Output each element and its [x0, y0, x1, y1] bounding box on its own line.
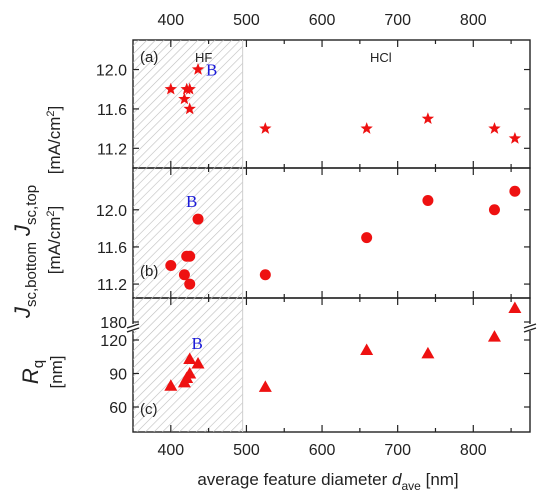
bottom-x-tick-labels: 400 500 600 700 800 [157, 442, 486, 459]
y-axis-unit-b: [mA/cm2] [45, 206, 64, 274]
sample-b-label-a: B [206, 61, 217, 80]
hf-hatch-2 [133, 298, 243, 432]
bottom-x-tick-label: 600 [309, 442, 336, 459]
axis-break-mark [126, 327, 140, 333]
y-axis-label-rq: Rq [18, 360, 47, 384]
x-axis-label: average feature diameter dave [nm] [197, 470, 458, 493]
y-tick-label: 11.2 [97, 277, 127, 294]
axis-break-mark [523, 323, 537, 329]
star-marker [259, 122, 272, 134]
star-marker [183, 102, 196, 115]
circle-marker [165, 260, 177, 271]
triangle-marker [191, 356, 205, 369]
triangle-marker [421, 346, 435, 359]
star-marker [164, 82, 177, 95]
y-axis-unit-a: [mA/cm2] [45, 106, 64, 174]
triangle-marker [183, 367, 197, 379]
y-tick-label: 11.2 [97, 141, 127, 158]
panel-c-label: (c) [140, 401, 158, 418]
star-marker [508, 132, 522, 144]
circle-marker [488, 204, 500, 216]
bottom-x-tick-label: 700 [384, 442, 411, 459]
bottom-x-tick-label: 800 [460, 442, 487, 459]
triangle-marker [164, 379, 178, 391]
y-tick-label: 12.0 [96, 203, 127, 220]
panel-b-label: (b) [140, 263, 158, 280]
star-marker [178, 92, 191, 105]
hcl-region-label: HCl [370, 50, 392, 65]
circle-marker [259, 269, 271, 281]
bottom-x-tick-label: 400 [157, 442, 184, 459]
circle-marker [184, 278, 196, 290]
axis-break-mark [523, 327, 537, 333]
axis-break-mask [127, 324, 139, 331]
circle-marker [361, 232, 373, 244]
hf-region-label: HF [195, 50, 212, 65]
top-x-tick-labels: 400 500 600 700 800 [157, 12, 486, 29]
y-tick-label: 11.6 [97, 240, 127, 257]
y-tick-label: 90 [109, 367, 127, 384]
top-x-tick-label: 400 [157, 12, 184, 29]
y-tick-label: 180 [100, 315, 127, 332]
axis-break-mark [126, 323, 140, 329]
y-axis-label-jsc: Jsc,bottomJsc,top [10, 185, 40, 319]
triangle-marker [508, 301, 522, 313]
axis-ticks [126, 40, 537, 432]
y-tick-label: 60 [109, 400, 127, 417]
star-marker [191, 63, 205, 75]
y-tick-label: 12.0 [96, 63, 127, 80]
y-axis-unit-c: [nm] [47, 355, 66, 388]
star-marker [183, 82, 196, 95]
triangle-marker [183, 352, 197, 364]
triangle-marker [258, 380, 272, 392]
top-x-tick-label: 500 [233, 12, 260, 29]
y-tick-label: 11.6 [97, 102, 127, 119]
star-marker [488, 122, 501, 134]
panel-a-label: (a) [140, 49, 158, 66]
top-x-tick-label: 600 [309, 12, 336, 29]
star-marker [421, 112, 435, 124]
triangle-marker [487, 330, 501, 342]
circle-marker [192, 213, 204, 225]
circle-marker [184, 250, 196, 262]
circle-marker [509, 185, 521, 197]
circle-marker [422, 195, 434, 206]
top-x-tick-label: 800 [460, 12, 487, 29]
star-marker [360, 122, 373, 134]
panel-frames [132, 39, 531, 433]
data-points [164, 63, 522, 392]
top-x-tick-label: 700 [384, 12, 411, 29]
sample-b-label-b: B [186, 192, 197, 211]
sample-b-label-c: B [191, 334, 202, 353]
triangle-marker [360, 343, 374, 356]
bottom-x-tick-label: 500 [233, 442, 260, 459]
y-tick-label: 120 [100, 333, 127, 350]
axis-break-mask [524, 324, 536, 331]
circle-marker [178, 269, 190, 281]
